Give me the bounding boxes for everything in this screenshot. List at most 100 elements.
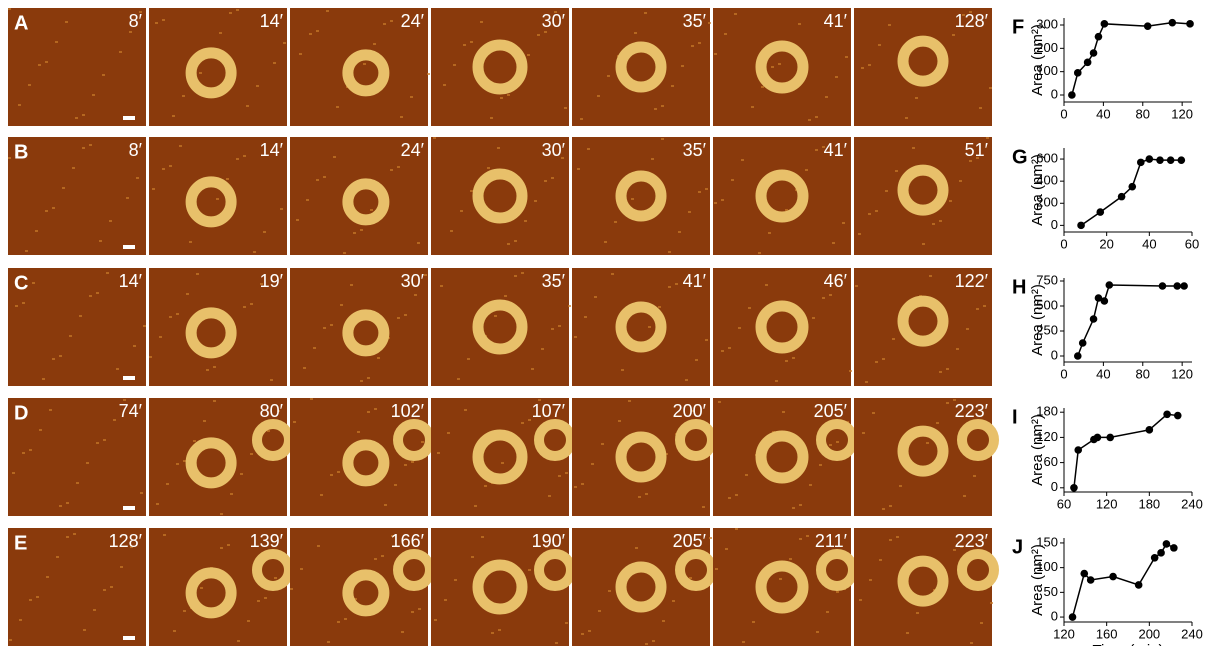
data-point bbox=[1109, 573, 1117, 581]
data-point bbox=[1106, 434, 1114, 442]
noise bbox=[52, 207, 55, 209]
noise bbox=[237, 640, 240, 642]
noise bbox=[35, 230, 38, 232]
noise bbox=[906, 632, 909, 634]
scale-bar bbox=[123, 636, 135, 640]
noise bbox=[558, 475, 561, 477]
noise bbox=[524, 220, 527, 222]
image-background bbox=[8, 8, 146, 126]
noise bbox=[709, 537, 712, 539]
afm-image: 205′ bbox=[572, 528, 712, 646]
noise bbox=[836, 441, 839, 443]
afm-image: 19′ bbox=[149, 268, 287, 386]
noise bbox=[809, 484, 812, 486]
y-tick-label: 0 bbox=[1051, 217, 1058, 232]
noise bbox=[514, 240, 517, 242]
noise bbox=[634, 32, 637, 34]
noise bbox=[480, 21, 483, 23]
noise bbox=[541, 348, 544, 350]
time-label: 41′ bbox=[683, 271, 707, 291]
noise bbox=[76, 482, 79, 484]
noise bbox=[320, 494, 323, 496]
x-tick-label: 80 bbox=[1136, 366, 1150, 381]
data-point bbox=[1156, 156, 1164, 164]
noise bbox=[952, 34, 955, 36]
noise bbox=[825, 96, 828, 98]
noise bbox=[675, 283, 678, 285]
time-label: 35′ bbox=[683, 11, 707, 31]
noise bbox=[645, 493, 648, 495]
x-tick-label: 60 bbox=[1057, 496, 1071, 511]
noise bbox=[591, 463, 594, 465]
afm-image: 30′ bbox=[431, 8, 569, 126]
time-label: 14′ bbox=[119, 271, 143, 291]
noise bbox=[444, 599, 447, 601]
noise bbox=[326, 10, 329, 12]
noise bbox=[401, 631, 404, 633]
data-point bbox=[1135, 581, 1143, 589]
noise bbox=[159, 336, 162, 338]
noise bbox=[417, 242, 420, 244]
noise bbox=[172, 115, 175, 117]
noise bbox=[758, 252, 761, 254]
data-point bbox=[1180, 282, 1188, 290]
noise bbox=[46, 576, 49, 578]
noise bbox=[742, 641, 745, 643]
noise bbox=[551, 328, 554, 330]
noise bbox=[183, 610, 186, 612]
noise bbox=[521, 272, 524, 274]
noise bbox=[65, 21, 68, 23]
noise bbox=[337, 471, 340, 473]
noise bbox=[738, 327, 741, 329]
x-tick-label: 200 bbox=[1138, 626, 1160, 641]
noise bbox=[140, 492, 143, 494]
time-label: 190′ bbox=[532, 531, 566, 551]
noise bbox=[654, 108, 657, 110]
x-tick-label: 0 bbox=[1060, 366, 1067, 381]
noise bbox=[12, 472, 15, 474]
noise bbox=[604, 241, 607, 243]
afm-image: 35′ bbox=[431, 268, 571, 386]
noise bbox=[83, 629, 86, 631]
noise bbox=[216, 198, 219, 200]
noise bbox=[714, 53, 717, 55]
noise bbox=[52, 358, 55, 360]
noise bbox=[949, 200, 952, 202]
noise bbox=[103, 589, 106, 591]
noise bbox=[799, 504, 802, 506]
noise bbox=[274, 577, 277, 579]
time-label: 14′ bbox=[260, 11, 284, 31]
y-tick-label: 200 bbox=[1036, 40, 1058, 55]
noise bbox=[176, 313, 179, 315]
time-label: 35′ bbox=[542, 271, 566, 291]
time-label: 14′ bbox=[260, 140, 284, 160]
noise bbox=[889, 505, 892, 507]
data-point bbox=[1080, 570, 1088, 578]
noise bbox=[72, 167, 75, 169]
time-label: 74′ bbox=[119, 401, 143, 421]
noise bbox=[728, 497, 731, 499]
noise bbox=[698, 191, 701, 193]
panel-label: D bbox=[14, 402, 28, 424]
noise bbox=[45, 210, 48, 212]
noise bbox=[29, 449, 32, 451]
noise bbox=[878, 44, 881, 46]
noise bbox=[882, 508, 885, 510]
noise bbox=[989, 87, 992, 89]
noise bbox=[956, 348, 959, 350]
noise bbox=[306, 199, 309, 201]
afm-image: 223′ bbox=[854, 398, 994, 516]
afm-image: 166′ bbox=[290, 528, 430, 646]
noise bbox=[330, 324, 333, 326]
y-tick-label: 60 bbox=[1044, 454, 1058, 469]
noise bbox=[56, 556, 59, 558]
time-label: 19′ bbox=[260, 271, 284, 291]
data-point bbox=[1163, 540, 1171, 548]
noise bbox=[454, 579, 457, 581]
noise bbox=[253, 251, 256, 253]
data-point bbox=[1090, 49, 1098, 57]
noise bbox=[119, 51, 122, 53]
data-point bbox=[1101, 20, 1109, 28]
noise bbox=[29, 599, 32, 601]
noise bbox=[644, 12, 647, 14]
